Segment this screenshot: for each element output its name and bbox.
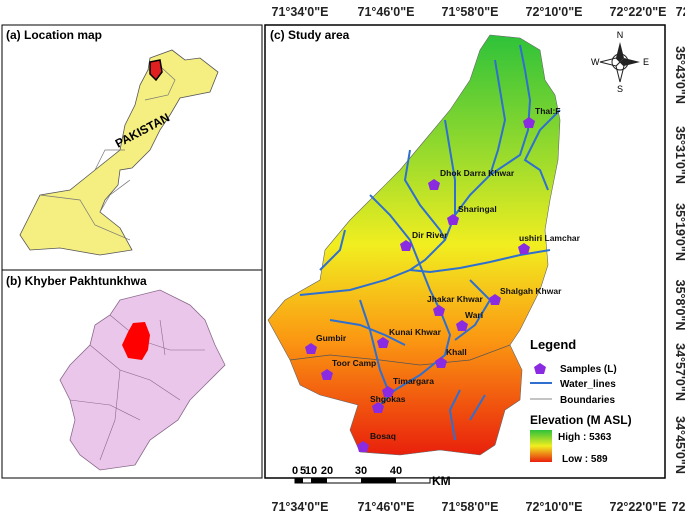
sample-marker <box>382 386 394 397</box>
axis-label: 72°10'0"E <box>526 500 583 514</box>
compass-label: N <box>617 30 624 40</box>
scale-label: 0 <box>292 465 298 477</box>
legend-label: Water_lines <box>560 379 616 390</box>
sample-marker <box>433 305 445 316</box>
sample-marker <box>456 320 468 331</box>
panel-title: (c) Study area <box>270 28 350 42</box>
district-borders <box>69 314 205 461</box>
legend-title: Legend <box>530 337 576 352</box>
axis-label: 72°10'0"E <box>526 5 583 19</box>
sample-marker <box>447 214 459 225</box>
sample-marker <box>321 369 333 380</box>
legend-label: Samples (L) <box>560 364 617 375</box>
axis-label: 71°46'0"E <box>358 500 415 514</box>
sample-label: Toor Camp <box>332 358 376 368</box>
study-area-elevation <box>267 34 561 456</box>
sample-marker <box>377 337 389 348</box>
legend-label: Boundaries <box>560 395 615 406</box>
kp-shape <box>59 289 226 471</box>
legend-label: Elevation (M ASL) <box>530 413 632 427</box>
boundary <box>289 344 511 366</box>
sample-label: Shgokas <box>370 394 406 404</box>
sample-label: Dir River <box>412 230 448 240</box>
sample-label: Sharingal <box>458 204 497 214</box>
axis-label: 72°22'0"E <box>610 500 667 514</box>
water-lines <box>299 44 561 441</box>
sample-label: Dhok Darra Khwar <box>440 168 515 178</box>
axis-label: 34°57'0"N <box>673 343 685 401</box>
axis-label: 71°46'0"E <box>358 5 415 19</box>
study-area-location <box>149 59 163 82</box>
axis-label: 71°58'0"E <box>442 500 499 514</box>
scale-label: 30 <box>355 465 367 477</box>
sample-label: Bosaq <box>370 431 396 441</box>
sample-label: Khall <box>446 347 467 357</box>
panel-title: (b) Khyber Pakhtunkhwa <box>6 274 147 288</box>
sample-marker <box>489 294 501 305</box>
scale-unit: KM <box>432 474 451 488</box>
axis-label: 35°19'0"N <box>673 203 685 261</box>
axis-label: 72°34'0"E <box>672 500 685 514</box>
sample-marker <box>428 179 440 190</box>
sample-marker <box>305 343 317 354</box>
sample-marker <box>372 402 384 413</box>
sample-label: Kunai Khwar <box>389 327 442 337</box>
axis-label: 35°31'0"N <box>673 126 685 184</box>
sample-label: Jhakar Khwar <box>427 294 483 304</box>
sample-label: Timargara <box>393 376 434 386</box>
scale-bar <box>294 477 431 484</box>
elevation-bar <box>530 430 552 462</box>
panel-title: (a) Location map <box>6 28 102 42</box>
sample-label: Wari <box>465 310 483 320</box>
scale-label: 5 <box>300 465 306 477</box>
axis-label: 72°34'0" <box>676 5 685 19</box>
axis-label: 72°22'0"E <box>610 5 667 19</box>
sample-label: Thal:F <box>535 106 561 116</box>
sample-label: Gumbir <box>316 333 347 343</box>
axis-label: 35°8'0"N <box>673 280 685 331</box>
scale-label: 20 <box>321 465 333 477</box>
sample-marker <box>435 357 447 368</box>
sample-label: ushiri Lamchar <box>519 233 581 243</box>
legend-symbol <box>534 363 546 374</box>
axis-label: 71°58'0"E <box>442 5 499 19</box>
scale-label: 40 <box>390 465 402 477</box>
study-area-kp <box>122 322 150 360</box>
compass-label: E <box>643 57 649 67</box>
axis-label: 71°34'0"E <box>272 5 329 19</box>
sample-marker <box>518 243 530 254</box>
sample-marker <box>357 441 369 452</box>
sample-marker <box>523 117 535 128</box>
axis-label: 34°45'0"N <box>673 416 685 474</box>
compass <box>599 42 640 83</box>
axis-label: 71°34'0"E <box>272 500 329 514</box>
legend-label: Low : 589 <box>562 454 608 465</box>
sample-label: Shalgah Khwar <box>500 286 562 296</box>
sample-marker <box>400 240 412 251</box>
legend-label: High : 5363 <box>558 432 612 443</box>
compass-label: S <box>617 84 623 94</box>
compass-label: W <box>591 57 600 67</box>
province-borders <box>39 67 176 241</box>
scale-label: 10 <box>305 465 317 477</box>
axis-label: 35°43'0"N <box>673 46 685 104</box>
